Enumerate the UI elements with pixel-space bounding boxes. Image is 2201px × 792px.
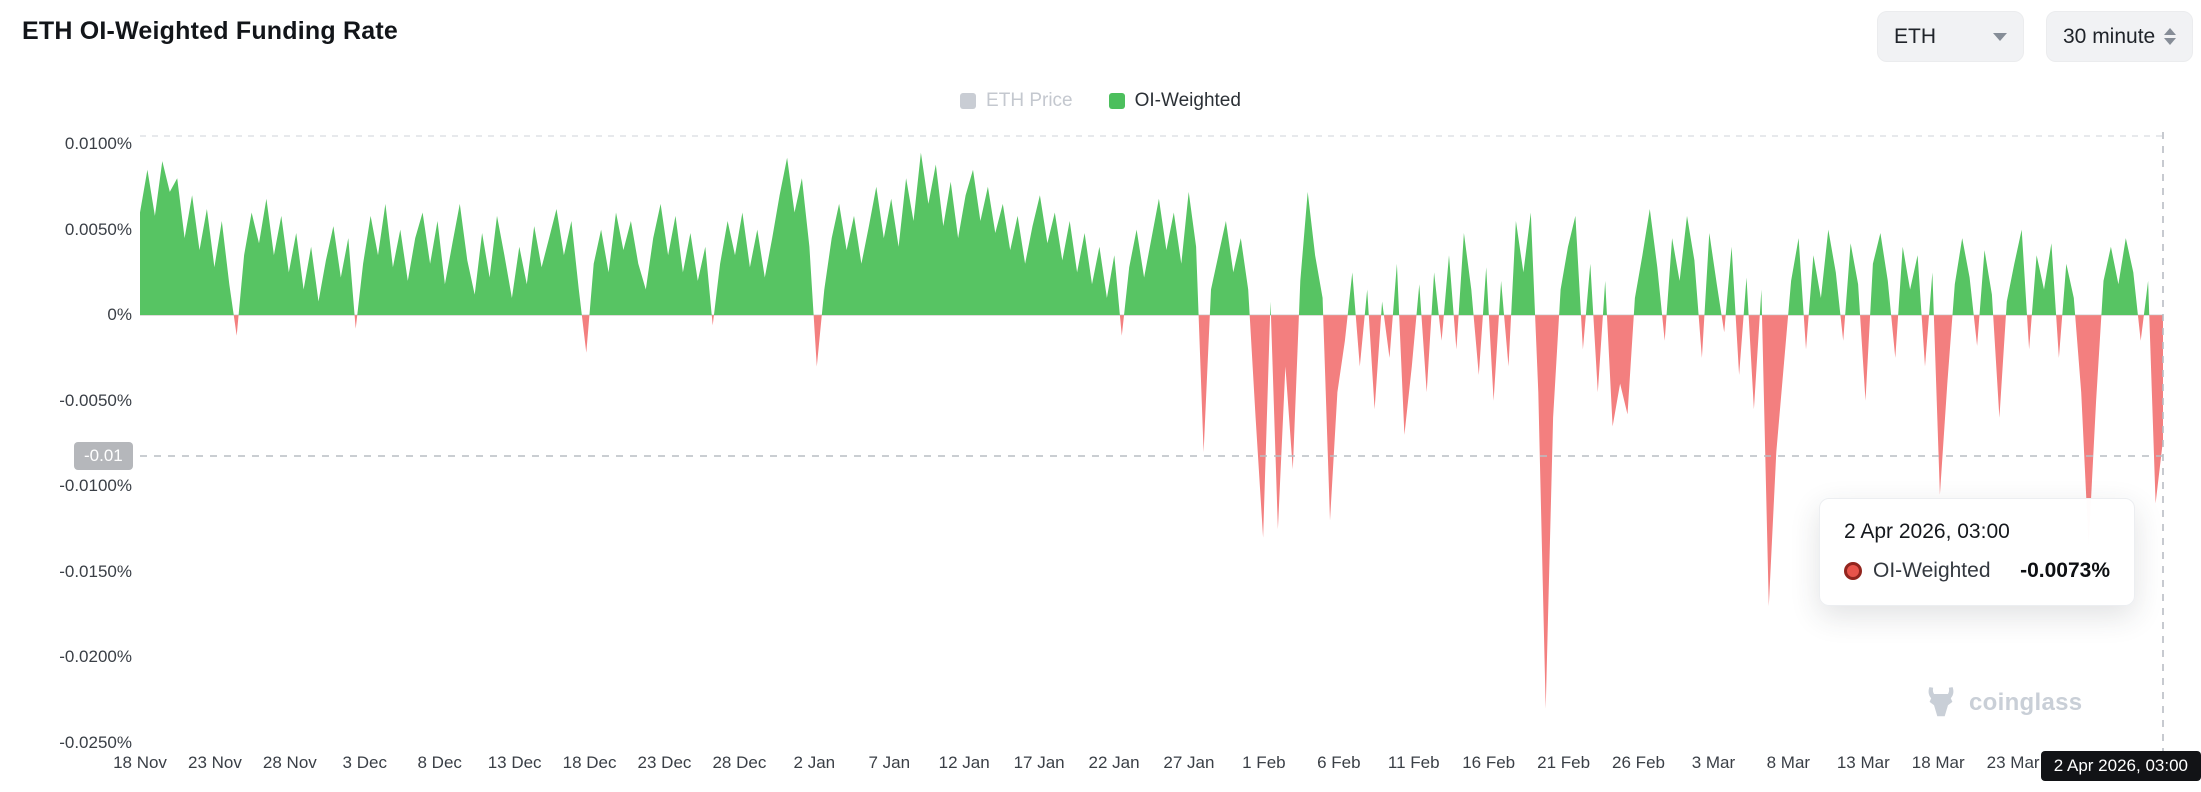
x-axis-label: 23 Dec <box>637 753 692 772</box>
x-axis-label: 8 Mar <box>1766 753 1811 772</box>
x-axis-label: 18 Dec <box>562 753 617 772</box>
y-axis-label: 0.0050% <box>64 219 132 239</box>
x-axis-label: 12 Jan <box>938 753 990 772</box>
legend-item-eth-price[interactable]: ETH Price <box>960 90 1073 112</box>
crosshair-y-badge: -0.01 <box>74 442 133 470</box>
x-axis-label: 11 Feb <box>1387 753 1440 772</box>
x-axis-label: 26 Feb <box>1612 753 1665 772</box>
x-axis-label: 6 Feb <box>1317 753 1361 772</box>
tooltip-series-name: OI-Weighted <box>1873 559 1991 582</box>
legend-item-oi-weighted[interactable]: OI-Weighted <box>1108 90 1241 112</box>
y-axis-label: -0.0050% <box>59 390 132 410</box>
x-axis-label: 2 Jan <box>793 753 836 772</box>
coinglass-watermark: coinglass <box>1922 684 2082 722</box>
x-axis-label: 1 Feb <box>1242 753 1286 772</box>
x-axis-label: 17 Jan <box>1013 753 1065 772</box>
x-axis-label: 23 Mar <box>1986 753 2040 772</box>
tooltip-datetime: 2 Apr 2026, 03:00 <box>1844 520 2010 543</box>
x-axis-label: 18 Nov <box>113 753 167 772</box>
x-axis-label: 3 Mar <box>1691 753 1736 772</box>
y-axis-label: -0.0250% <box>59 733 132 752</box>
legend-swatch <box>1108 93 1125 109</box>
y-axis-label: -0.0100% <box>59 476 132 496</box>
symbol-select[interactable]: ETH <box>1877 11 2024 62</box>
crosshair-x-badge: 2 Apr 2026, 03:00 <box>2040 751 2201 781</box>
x-axis: 18 Nov 23 Nov 28 Nov 3 Dec 8 Dec 13 Dec 18 Dec… <box>0 753 2201 783</box>
x-axis-label: 21 Feb <box>1537 753 1591 772</box>
x-axis-label: 22 Jan <box>1088 753 1140 772</box>
x-axis-label: 28 Dec <box>712 753 767 772</box>
coinglass-goat-icon <box>1928 687 1954 717</box>
x-axis-label: 7 Jan <box>868 753 911 772</box>
x-axis-label: 18 Mar <box>1911 753 1965 772</box>
legend-label: ETH Price <box>986 90 1073 111</box>
x-axis-label: 23 Nov <box>187 753 242 772</box>
up-down-spinner-icon <box>2164 28 2176 45</box>
y-axis-label: -0.0200% <box>59 647 132 667</box>
interval-select[interactable]: 30 minute <box>2046 11 2193 62</box>
funding-area-positive <box>140 152 2163 316</box>
chart-tooltip: 2 Apr 2026, 03:00 OI-Weighted -0.0073% <box>1819 498 2135 606</box>
y-axis: 0.0100% 0.0050% 0% -0.0050% -0.0100% -0.0150%… <box>0 0 132 792</box>
y-axis-label: -0.0150% <box>59 561 132 581</box>
x-axis-label: 8 Dec <box>417 753 462 772</box>
legend-label: OI-Weighted <box>1134 90 1241 111</box>
tooltip-series-value: -0.0073% <box>2020 559 2110 582</box>
chevron-down-icon <box>1993 32 2007 41</box>
tooltip-series-dot <box>1844 562 1862 580</box>
x-axis-label: 3 Dec <box>342 753 387 772</box>
x-axis-label: 16 Feb <box>1462 753 1516 772</box>
y-axis-label: 0.0100% <box>64 134 132 153</box>
symbol-select-value: ETH <box>1894 24 1936 48</box>
funding-area-negative <box>233 315 2163 709</box>
page-title: ETH OI-Weighted Funding Rate <box>22 17 398 45</box>
x-axis-label: 27 Jan <box>1163 753 1215 772</box>
coinglass-watermark-text: coinglass <box>1969 689 2083 716</box>
interval-select-value: 30 minute <box>2063 24 2156 48</box>
tooltip-series-row: OI-Weighted -0.0073% <box>1844 559 2110 583</box>
legend-swatch <box>960 93 977 109</box>
y-axis-label: 0% <box>107 305 132 325</box>
x-axis-label: 28 Nov <box>262 753 317 772</box>
x-axis-label: 13 Mar <box>1836 753 1890 772</box>
chart-legend: ETH Price OI-Weighted <box>0 90 2201 112</box>
x-axis-label: 13 Dec <box>487 753 542 772</box>
